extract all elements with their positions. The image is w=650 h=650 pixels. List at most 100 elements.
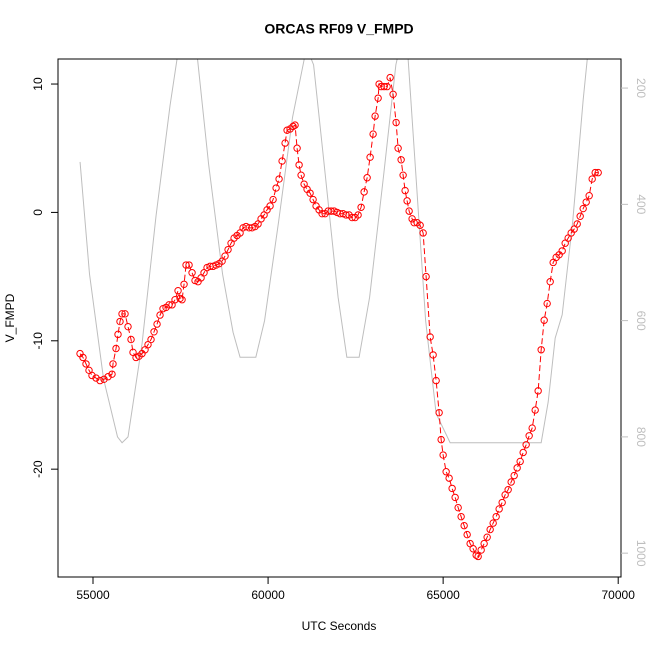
- data-point: [522, 441, 530, 449]
- data-point: [386, 73, 394, 82]
- data-point: [118, 310, 126, 318]
- data-point: [405, 207, 413, 215]
- data-point: [401, 186, 409, 195]
- y-tick-label: 0: [31, 209, 45, 216]
- data-point: [306, 189, 314, 197]
- data-point: [448, 484, 456, 493]
- data-point: [472, 551, 480, 559]
- data-point: [291, 121, 299, 129]
- y2-tick-label: 800: [634, 427, 648, 447]
- data-point: [498, 498, 506, 507]
- data-point: [504, 486, 512, 494]
- data-point: [410, 218, 418, 227]
- data-point: [96, 376, 104, 385]
- data-point: [295, 161, 303, 169]
- data-point: [121, 310, 129, 318]
- data-point: [176, 294, 184, 303]
- data-point: [114, 330, 122, 339]
- data-point: [318, 209, 326, 218]
- data-point: [309, 195, 317, 204]
- data-point: [537, 346, 545, 354]
- data-point: [460, 521, 468, 530]
- data-point: [477, 546, 485, 554]
- data-point: [483, 533, 491, 541]
- data-point: [150, 328, 158, 336]
- data-point: [82, 360, 90, 368]
- data-point: [489, 519, 497, 527]
- data-point: [156, 311, 164, 319]
- data-point: [104, 373, 112, 381]
- data-point: [419, 229, 427, 237]
- data-point: [342, 211, 350, 219]
- data-point: [180, 280, 188, 289]
- data-point: [174, 287, 182, 295]
- data-point: [127, 335, 135, 344]
- y-tick-label: -10: [31, 332, 45, 350]
- data-point: [403, 197, 411, 205]
- data-point: [510, 471, 518, 480]
- data-point: [513, 464, 521, 472]
- data-point: [266, 202, 274, 210]
- data-point: [394, 144, 402, 152]
- data-point: [374, 94, 382, 102]
- data-point: [269, 195, 277, 204]
- data-point: [399, 171, 407, 179]
- series-line: [79, 59, 588, 444]
- data-point: [112, 344, 120, 353]
- data-point: [182, 261, 190, 269]
- data-point: [426, 333, 434, 341]
- data-point: [432, 376, 440, 385]
- data-point: [354, 211, 362, 219]
- data-point: [360, 188, 368, 196]
- data-point: [185, 261, 193, 269]
- data-point: [579, 204, 587, 213]
- data-point: [109, 360, 117, 368]
- data-point: [153, 320, 161, 328]
- data-point: [289, 122, 297, 131]
- data-point: [540, 316, 548, 324]
- data-point: [369, 130, 377, 138]
- data-point: [297, 171, 305, 179]
- data-point: [558, 247, 566, 255]
- data-point: [92, 374, 100, 382]
- data-point: [224, 245, 232, 254]
- data-point: [422, 272, 430, 281]
- x-tick-label: 65000: [426, 588, 460, 602]
- data-point: [281, 139, 289, 147]
- data-point: [582, 198, 590, 206]
- data-point: [371, 112, 379, 120]
- data-point: [408, 215, 416, 223]
- data-point: [469, 545, 477, 553]
- data-point: [442, 468, 450, 476]
- data-point: [380, 82, 388, 91]
- x-axis-label: UTC Seconds: [302, 619, 377, 633]
- y-tick-label: 10: [31, 77, 45, 91]
- data-point: [543, 299, 551, 308]
- y2-tick-label: 200: [634, 78, 648, 98]
- data-point: [392, 118, 400, 127]
- data-point: [293, 144, 301, 152]
- data-point: [348, 213, 356, 222]
- x-tick-label: 70000: [602, 588, 636, 602]
- data-point: [383, 82, 391, 91]
- y2-tick-label: 600: [634, 311, 648, 331]
- data-point: [416, 221, 424, 229]
- data-point: [516, 457, 524, 466]
- data-point: [165, 301, 173, 309]
- data-point: [88, 371, 96, 380]
- y2-tick-label: 1000: [634, 540, 648, 567]
- data-point: [100, 375, 108, 383]
- data-point: [546, 278, 554, 286]
- data-point: [435, 408, 443, 417]
- data-point: [221, 252, 229, 260]
- data-point: [451, 493, 459, 502]
- data-point: [439, 451, 447, 459]
- data-point: [576, 212, 584, 220]
- data-point: [454, 503, 462, 512]
- x-tick-label: 60000: [251, 588, 285, 602]
- data-point: [525, 432, 533, 440]
- y-tick-label: -20: [31, 460, 45, 478]
- y2-tick-label: 400: [634, 194, 648, 214]
- data-point: [588, 175, 596, 183]
